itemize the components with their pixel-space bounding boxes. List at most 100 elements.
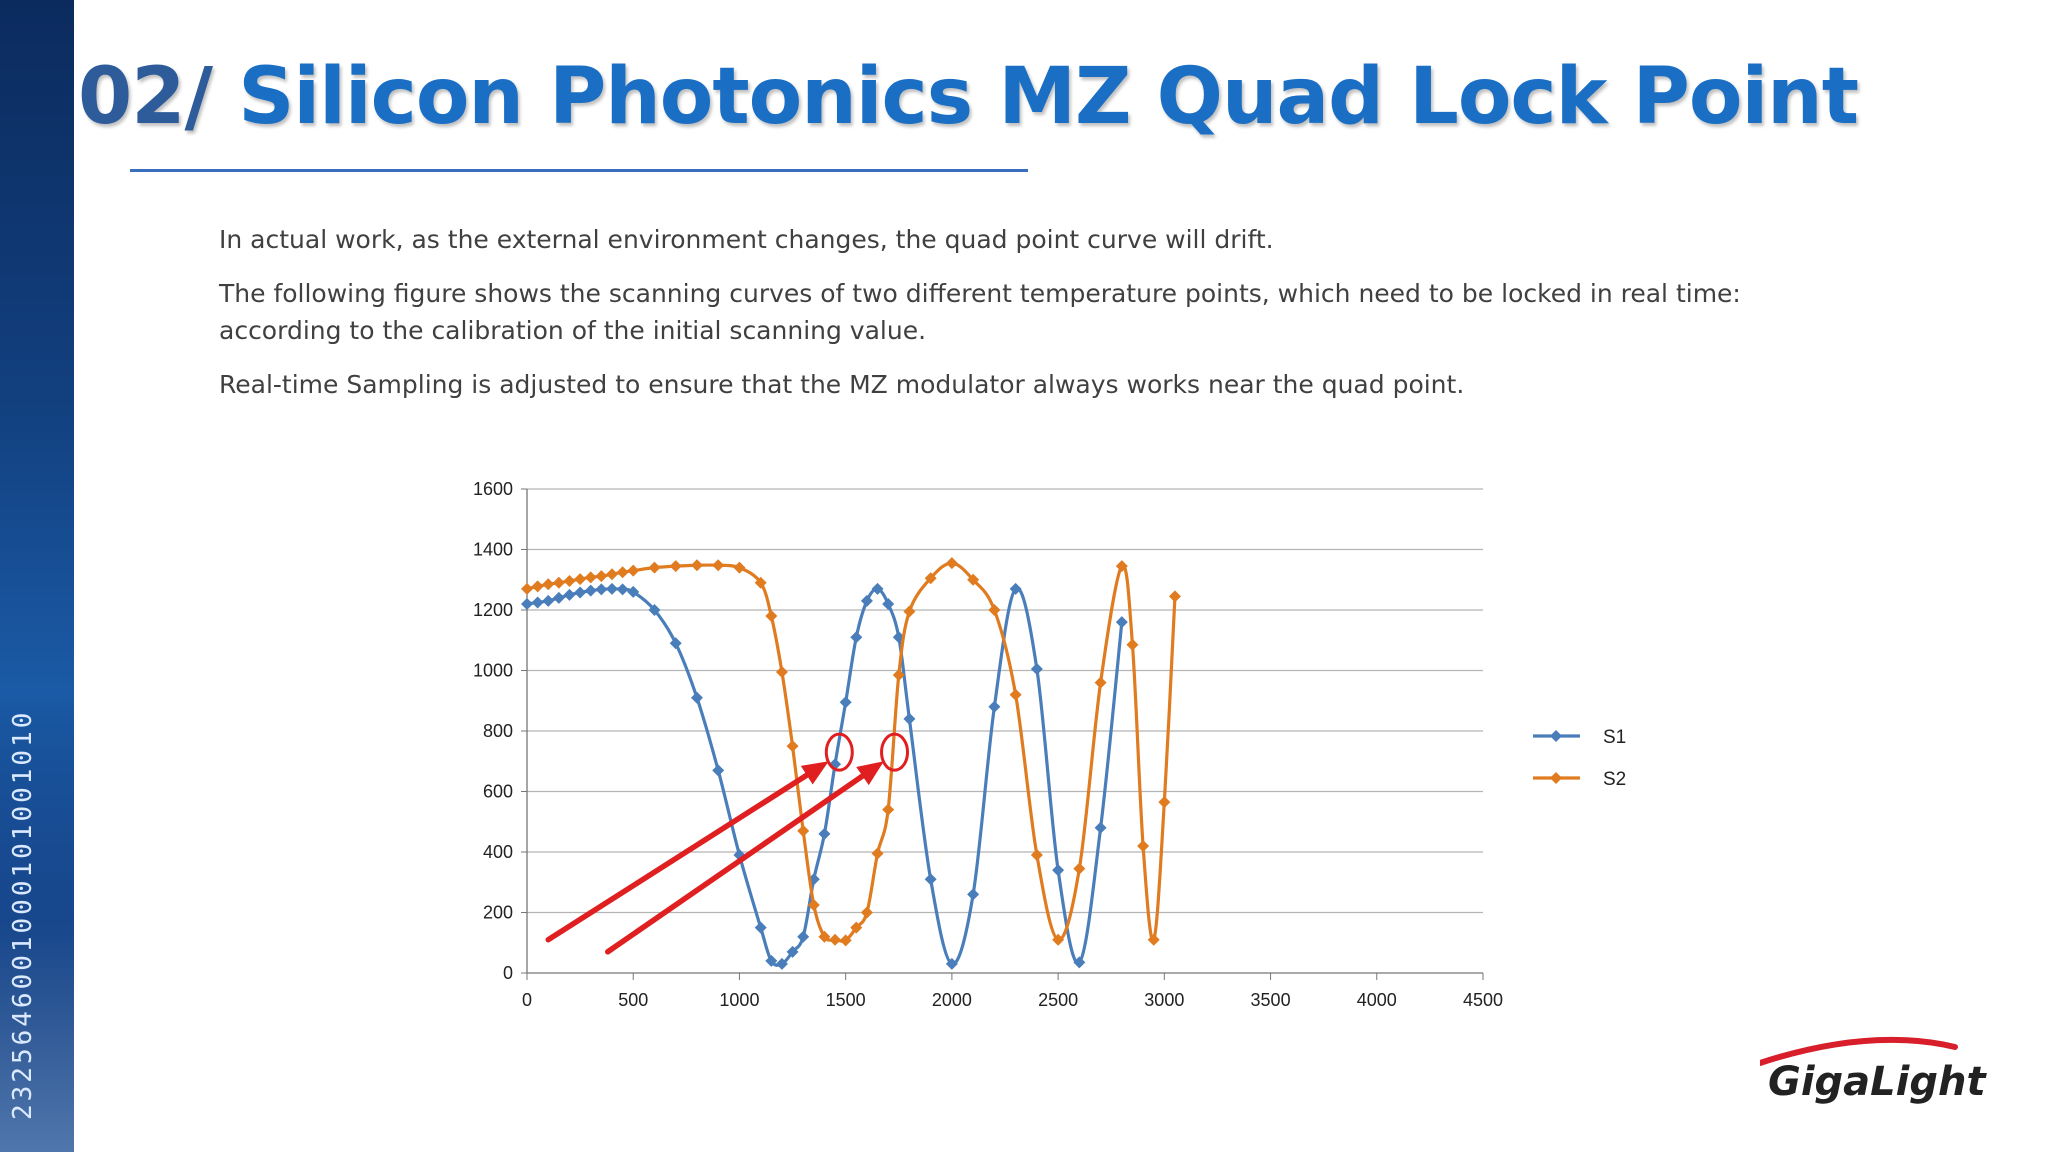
data-point bbox=[595, 570, 608, 583]
data-point bbox=[531, 580, 544, 593]
data-point bbox=[531, 596, 544, 609]
data-point bbox=[754, 921, 767, 934]
data-point bbox=[605, 582, 618, 595]
data-point bbox=[669, 560, 682, 573]
x-tick-label: 3500 bbox=[1251, 990, 1291, 1010]
x-tick-label: 0 bbox=[522, 990, 532, 1010]
data-point bbox=[945, 957, 958, 970]
legend-label-s1: S1 bbox=[1603, 727, 1626, 748]
data-point bbox=[648, 561, 661, 574]
data-point bbox=[1094, 821, 1107, 834]
data-point bbox=[818, 930, 831, 943]
chart-annotations bbox=[545, 732, 910, 955]
data-point bbox=[521, 582, 533, 595]
data-point bbox=[797, 930, 810, 943]
x-tick-label: 4500 bbox=[1463, 990, 1503, 1010]
data-point bbox=[903, 712, 916, 725]
legend-marker-s1 bbox=[1550, 730, 1562, 742]
data-point bbox=[648, 604, 661, 616]
data-point bbox=[627, 564, 640, 577]
y-tick-label: 400 bbox=[483, 842, 513, 862]
red-arrow-shaft bbox=[604, 773, 866, 955]
data-point bbox=[967, 888, 980, 901]
x-tick-label: 1500 bbox=[826, 990, 866, 1010]
paragraph-1: In actual work, as the external environm… bbox=[219, 225, 1274, 254]
logo-swoosh bbox=[1760, 1036, 1958, 1066]
y-tick-label: 1000 bbox=[473, 661, 513, 681]
data-point bbox=[584, 571, 597, 584]
data-point bbox=[521, 597, 533, 610]
data-point bbox=[892, 669, 905, 682]
data-point bbox=[669, 637, 682, 650]
paragraph-2: The following figure shows the scanning … bbox=[219, 279, 1741, 345]
data-point bbox=[1115, 616, 1128, 629]
gigalight-logo: GigaLight bbox=[1760, 1036, 1987, 1105]
data-point bbox=[850, 631, 863, 644]
data-point bbox=[786, 945, 799, 958]
data-point bbox=[733, 561, 746, 574]
paragraph-3: Real-time Sampling is adjusted to ensure… bbox=[219, 370, 1465, 399]
y-tick-label: 200 bbox=[483, 903, 513, 923]
side-glow bbox=[0, 732, 74, 1152]
data-point bbox=[797, 824, 810, 837]
data-point bbox=[627, 585, 640, 598]
data-point bbox=[1158, 796, 1171, 809]
data-point bbox=[945, 557, 958, 570]
data-point bbox=[871, 582, 884, 595]
y-tick-label: 1200 bbox=[473, 600, 513, 620]
data-point bbox=[860, 906, 873, 919]
x-tick-label: 1000 bbox=[719, 990, 759, 1010]
data-point bbox=[818, 827, 831, 840]
x-tick-label: 500 bbox=[618, 990, 648, 1010]
slide-title: 02/ Silicon Photonics MZ Quad Lock Point bbox=[78, 52, 1859, 142]
data-point bbox=[733, 849, 746, 862]
scan-curve-chart: 0 200 400 600 800 1000 1200 1400 1600 0 500 1000 150… bbox=[473, 479, 1626, 1010]
data-point bbox=[1073, 956, 1086, 969]
side-digits: 2325646001000101001010 bbox=[8, 709, 38, 1120]
title-number: 02/ bbox=[78, 52, 213, 142]
y-tick-label: 1400 bbox=[473, 540, 513, 560]
data-point bbox=[754, 576, 767, 589]
data-point bbox=[616, 566, 629, 579]
highlight-circle bbox=[880, 732, 910, 772]
data-point bbox=[967, 573, 980, 586]
data-point bbox=[584, 584, 597, 597]
chart-legend: S1 S2 bbox=[1533, 727, 1626, 790]
data-point bbox=[542, 594, 555, 607]
legend-marker-s2 bbox=[1550, 772, 1562, 784]
side-decoration-strip: 2325646001000101001010 bbox=[0, 0, 74, 1152]
legend-label-s2: S2 bbox=[1603, 769, 1626, 790]
red-arrow-head bbox=[856, 761, 884, 786]
data-point bbox=[690, 691, 703, 704]
data-point bbox=[882, 803, 895, 816]
data-point bbox=[1009, 688, 1022, 701]
chart-series bbox=[521, 557, 1181, 970]
data-point bbox=[1147, 933, 1160, 946]
data-point bbox=[1052, 864, 1065, 877]
data-point bbox=[595, 583, 608, 596]
data-point bbox=[839, 696, 852, 709]
data-point bbox=[924, 873, 937, 886]
data-point bbox=[574, 586, 587, 599]
data-point bbox=[552, 576, 565, 589]
title-underline bbox=[130, 169, 1028, 172]
data-point bbox=[775, 957, 788, 970]
data-point bbox=[988, 700, 1001, 713]
data-point bbox=[775, 666, 788, 679]
data-point bbox=[563, 574, 576, 587]
x-tick-label: 3000 bbox=[1144, 990, 1184, 1010]
data-point bbox=[1030, 662, 1043, 675]
red-arrow-head bbox=[800, 761, 829, 785]
x-tick-label: 2000 bbox=[932, 990, 972, 1010]
data-point bbox=[563, 588, 576, 601]
data-point bbox=[552, 591, 565, 604]
data-point bbox=[786, 740, 799, 753]
title-text: Silicon Photonics MZ Quad Lock Point bbox=[238, 52, 1859, 142]
highlight-circle bbox=[824, 732, 854, 772]
x-tick-label: 4000 bbox=[1357, 990, 1397, 1010]
data-point bbox=[542, 578, 555, 591]
data-point bbox=[829, 933, 842, 946]
data-point bbox=[1137, 839, 1150, 852]
data-point bbox=[1168, 590, 1181, 603]
data-point bbox=[1094, 676, 1107, 689]
